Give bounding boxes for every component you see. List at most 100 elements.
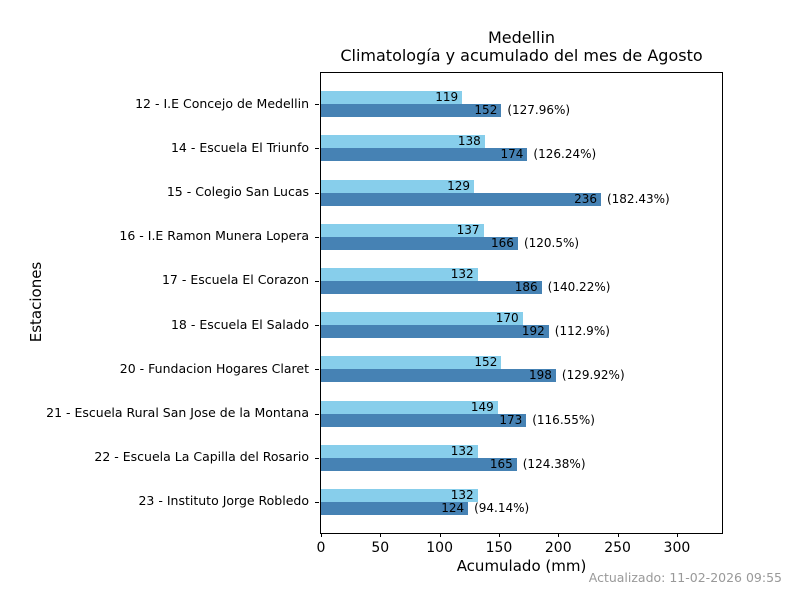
climatologia-value-label: 170 [495, 311, 519, 326]
acumulado-value-label: 152 [474, 103, 498, 118]
acumulado-bar: 152 [321, 103, 502, 118]
acumulado-value-label: 236 [574, 191, 597, 206]
climatologia-bar: 132 [321, 443, 478, 458]
y-tick-mark [315, 104, 319, 106]
y-tick-mark [315, 192, 319, 194]
acumulado-value-label: 165 [489, 456, 513, 471]
climatologia-bar: 138 [321, 134, 485, 149]
acumulado-bar: 174 [321, 147, 528, 162]
x-axis-label: Acumulado (mm) [456, 557, 587, 575]
chart-title: Medellin Climatología y acumulado del me… [321, 28, 722, 66]
y-tick-label: 17 - Escuela El Corazon [161, 272, 309, 288]
percent-label: (124.38%) [522, 456, 586, 471]
acumulado-bar: 236 [321, 191, 601, 206]
chart-row: 132 124 (94.14%) [315, 480, 722, 524]
acumulado-bar: 124 [321, 500, 469, 515]
acumulado-value-label: 192 [521, 324, 545, 339]
y-tick-mark [315, 501, 319, 503]
climatologia-value-label: 138 [457, 134, 481, 149]
updated-timestamp: Actualizado: 11-02-2026 09:55 [588, 570, 782, 585]
y-tick-label: 14 - Escuela El Triunfo [170, 139, 309, 155]
y-tick-label: 23 - Instituto Jorge Robledo [138, 493, 309, 509]
y-tick-mark [315, 413, 319, 415]
climatologia-bar: 129 [321, 178, 475, 193]
x-tick-label: 200 [544, 540, 572, 556]
acumulado-value-label: 186 [514, 279, 538, 294]
acumulado-bar: 192 [321, 324, 549, 339]
y-tick-label: 21 - Escuela Rural San Jose de la Montan… [46, 405, 309, 421]
climatologia-bar: 119 [321, 90, 463, 105]
acumulado-bar: 198 [321, 368, 556, 383]
acumulado-bar: 173 [321, 412, 527, 427]
y-tick-mark [315, 236, 319, 238]
percent-label: (126.24%) [533, 147, 597, 162]
x-tick-mark [498, 533, 500, 537]
x-tick-mark [321, 533, 322, 537]
acumulado-bar: 186 [321, 279, 542, 294]
acumulado-value-label: 166 [491, 235, 514, 250]
x-tick-label: 250 [604, 540, 631, 556]
y-tick-mark [315, 369, 319, 371]
climatologia-bar: 152 [321, 355, 502, 370]
climatologia-value-label: 119 [435, 90, 459, 105]
x-tick-label: 150 [485, 540, 513, 556]
percent-label: (94.14%) [474, 500, 530, 515]
y-tick-label: 16 - I.E Ramon Munera Lopera [119, 228, 309, 244]
x-tick-mark [558, 533, 560, 537]
acumulado-value-label: 174 [500, 147, 524, 162]
climatologia-value-label: 132 [450, 487, 474, 502]
y-tick-mark [315, 457, 319, 459]
climatologia-value-label: 132 [450, 266, 474, 281]
y-tick-labels: 12 - I.E Concejo de Medellin 14 - Escuela… [0, 72, 309, 532]
x-tick-label: 0 [316, 540, 326, 556]
chart-row: 152 198 (129.92%) [315, 347, 722, 391]
climatologia-bar: 132 [321, 487, 478, 502]
plot-area: 119 152 (127.96%) 138 174 (126.24%) 129 236 (182… [315, 72, 723, 534]
x-tick-mark [439, 533, 441, 537]
acumulado-value-label: 124 [441, 500, 465, 515]
chart-title-line2: Climatología y acumulado del mes de Agos… [340, 46, 703, 66]
percent-label: (182.43%) [606, 191, 670, 206]
climatologia-value-label: 152 [474, 355, 498, 370]
chart-row: 119 152 (127.96%) [315, 82, 722, 126]
acumulado-value-label: 198 [528, 368, 552, 383]
percent-label: (112.9%) [554, 324, 610, 339]
chart-row: 137 166 (120.5%) [315, 215, 722, 259]
climatologia-value-label: 137 [456, 222, 480, 237]
x-tick-mark [617, 533, 619, 537]
acumulado-value-label: 173 [499, 412, 523, 427]
y-tick-mark [315, 280, 319, 282]
climatologia-value-label: 129 [447, 178, 471, 193]
climatologia-value-label: 149 [470, 399, 494, 414]
x-tick-label: 50 [371, 540, 390, 556]
climatologia-bar: 170 [321, 311, 523, 326]
y-tick-label: 12 - I.E Concejo de Medellin [135, 95, 309, 111]
y-tick-label: 18 - Escuela El Salado [170, 316, 309, 332]
percent-label: (129.92%) [561, 368, 625, 383]
y-tick-mark [315, 148, 319, 150]
chart-row: 138 174 (126.24%) [315, 126, 722, 170]
chart-row: 170 192 (112.9%) [315, 303, 722, 347]
chart-row: 149 173 (116.55%) [315, 391, 722, 435]
percent-label: (127.96%) [507, 103, 571, 118]
x-tick-mark [676, 533, 678, 537]
percent-label: (140.22%) [547, 279, 611, 294]
acumulado-bar: 166 [321, 235, 518, 250]
percent-label: (116.55%) [532, 412, 595, 427]
y-tick-label: 15 - Colegio San Lucas [166, 184, 309, 199]
climatologia-bar: 149 [321, 399, 498, 414]
x-tick-label: 300 [663, 540, 691, 556]
climatologia-bar: 132 [321, 266, 478, 281]
y-tick-label: 22 - Escuela La Capilla del Rosario [94, 449, 309, 465]
chart-row: 129 236 (182.43%) [315, 170, 722, 214]
chart-title-line1: Medellin [487, 28, 556, 47]
chart-row: 132 186 (140.22%) [315, 259, 722, 303]
chart-row: 132 165 (124.38%) [315, 436, 722, 480]
climatologia-bar: 137 [321, 222, 484, 237]
plot-rows: 119 152 (127.96%) 138 174 (126.24%) 129 236 (182… [315, 73, 722, 533]
y-tick-label: 20 - Fundacion Hogares Claret [119, 360, 309, 376]
climatologia-value-label: 132 [450, 443, 474, 458]
x-tick-label: 100 [426, 540, 453, 556]
x-axis-ticks: 0 50 100 150 200 250 300 [317, 533, 722, 563]
